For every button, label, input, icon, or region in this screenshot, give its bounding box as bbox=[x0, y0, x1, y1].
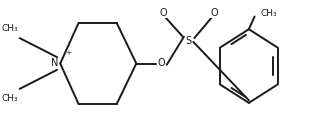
Text: CH₃: CH₃ bbox=[2, 94, 18, 103]
Text: O: O bbox=[159, 8, 167, 18]
Text: S: S bbox=[185, 36, 192, 46]
Text: CH₃: CH₃ bbox=[260, 10, 277, 18]
Text: CH₃: CH₃ bbox=[2, 24, 18, 33]
Text: +: + bbox=[65, 50, 71, 56]
Text: N: N bbox=[51, 59, 59, 68]
Text: O: O bbox=[210, 8, 218, 18]
Text: O: O bbox=[158, 59, 165, 68]
